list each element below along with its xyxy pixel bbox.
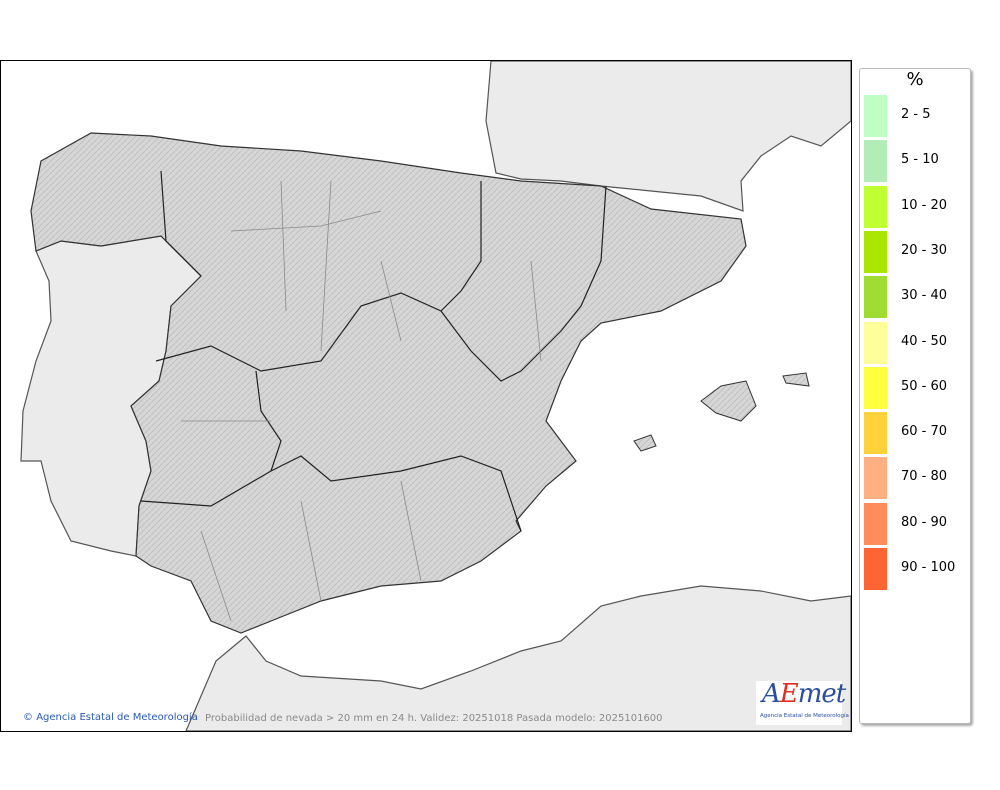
copyright-credit[interactable]: © Agencia Estatal de Meteorología [23,712,198,723]
legend-item: 60 - 70 [864,412,964,455]
france-land [485,61,851,212]
menorca [782,372,810,387]
region-borders [140,170,607,532]
legend-item: 2 - 5 [864,95,964,137]
africa-land [185,585,851,731]
legend-title: % [906,69,924,90]
legend-item: 30 - 40 [864,276,964,319]
map-panel[interactable]: © Agencia Estatal de Meteorología Probab… [0,60,852,732]
legend-label: 60 - 70 [901,424,948,440]
legend-item: 80 - 90 [864,502,964,545]
legend-swatch [864,95,887,137]
legend-label: 5 - 10 [901,152,939,168]
ibiza [633,434,657,452]
map-caption: Probabilidad de nevada > 20 mm en 24 h. … [205,713,663,724]
legend-swatch [864,230,887,273]
legend-label: 20 - 30 [901,242,948,258]
legend-label: 10 - 20 [901,197,948,213]
province-borders [181,180,542,622]
legend: % 2 - 5 5 - 10 10 - 20 20 - 30 30 - 40 40 - 5… [859,68,971,724]
legend-label: 30 - 40 [901,288,948,304]
legend-item: 40 - 50 [864,321,964,364]
legend-swatch [864,502,887,545]
legend-label: 80 - 90 [901,514,948,530]
legend-label: 50 - 60 [901,378,948,394]
legend-item: 90 - 100 [864,548,964,590]
aemet-logo: AEmet Agencia Estatal de Meteorología [756,679,849,725]
credit-text: Agencia Estatal de Meteorología [36,712,198,723]
legend-label: 70 - 80 [901,469,948,485]
legend-swatch [864,366,887,409]
legend-swatch [864,185,887,228]
spain-land [30,132,747,634]
legend-label: 90 - 100 [901,560,956,575]
legend-swatch [864,276,887,319]
map-canvas [20,61,851,731]
legend-swatch [864,548,887,590]
mallorca [700,380,757,422]
legend-swatch [864,140,887,183]
legend-swatch [864,457,887,500]
legend-item: 10 - 20 [864,185,964,228]
legend-label: 2 - 5 [901,107,931,122]
legend-label: 40 - 50 [901,333,948,349]
legend-item: 50 - 60 [864,366,964,409]
legend-item: 5 - 10 [864,140,964,183]
legend-item: 20 - 30 [864,230,964,273]
legend-item: 70 - 80 [864,457,964,500]
legend-swatch [864,412,887,455]
legend-swatch [864,321,887,364]
